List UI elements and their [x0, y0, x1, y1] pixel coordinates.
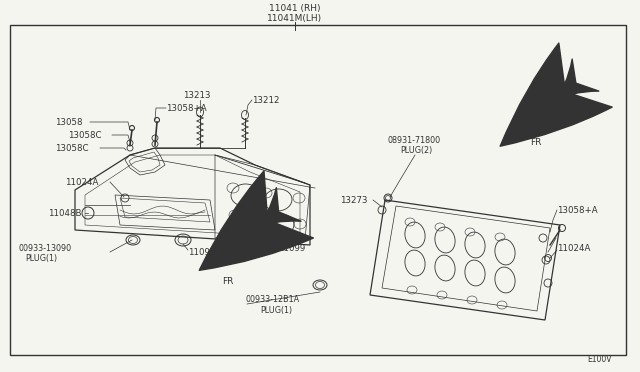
Text: 13058+A: 13058+A [557, 205, 598, 215]
Text: 11098: 11098 [188, 247, 216, 257]
Text: FR: FR [530, 138, 541, 147]
Text: 11024A: 11024A [557, 244, 590, 253]
Text: 13273: 13273 [340, 196, 367, 205]
Bar [10, 25, 626, 355]
Text: 13058+A: 13058+A [166, 103, 207, 112]
Text: PLUG(1): PLUG(1) [25, 253, 57, 263]
Text: 11041M(LH): 11041M(LH) [268, 13, 323, 22]
Text: 00933-12B1A: 00933-12B1A [246, 295, 300, 305]
Text: 13212: 13212 [252, 96, 280, 105]
Text: 11048B: 11048B [48, 208, 81, 218]
Text: 13058: 13058 [55, 118, 83, 126]
Text: 13213: 13213 [183, 90, 211, 99]
Text: PLUG(1): PLUG(1) [260, 305, 292, 314]
Text: 11024A: 11024A [65, 177, 99, 186]
Text: 11041 (RH): 11041 (RH) [269, 3, 321, 13]
Text: 11099: 11099 [278, 244, 305, 253]
Text: 00933-13090: 00933-13090 [18, 244, 71, 253]
Text: E100V: E100V [588, 356, 612, 365]
Text: 13058C: 13058C [55, 144, 88, 153]
Text: FR: FR [222, 278, 234, 286]
Text: PLUG(2): PLUG(2) [400, 145, 432, 154]
Text: 08931-71800: 08931-71800 [388, 135, 441, 144]
Text: 13058C: 13058C [68, 131, 102, 140]
